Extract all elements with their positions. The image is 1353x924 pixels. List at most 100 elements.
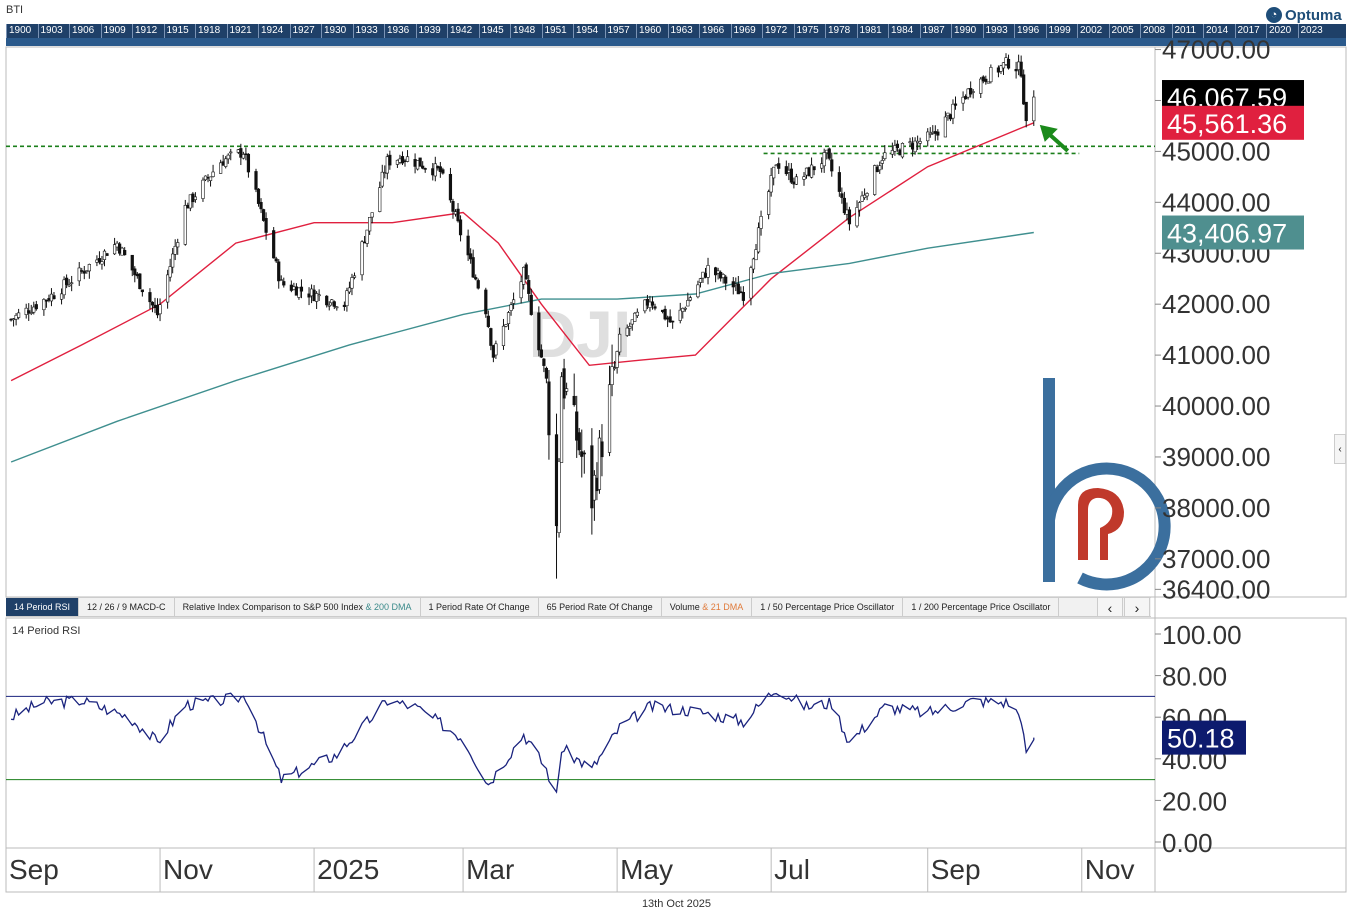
candle-body	[383, 172, 387, 174]
candle-body	[804, 167, 809, 176]
timeline-year[interactable]: 1984	[888, 24, 920, 38]
candle-body	[138, 273, 142, 290]
candle-body	[150, 301, 155, 306]
tabs-prev-button[interactable]: ‹	[1097, 597, 1123, 617]
timeline-year[interactable]: 1927	[289, 24, 322, 38]
candle-body	[969, 88, 973, 95]
timeline-year[interactable]: 1963	[667, 24, 700, 38]
timeline-year[interactable]: 2017	[1234, 24, 1267, 38]
candle-body	[416, 160, 420, 170]
indicator-tab[interactable]: 65 Period Rate Of Change	[539, 598, 662, 616]
price-tick-label: 45000.00	[1162, 136, 1270, 166]
candle-body	[557, 461, 561, 533]
timeline-year[interactable]: 1900	[6, 24, 38, 38]
timeline-year[interactable]: 1951	[541, 24, 574, 38]
timeline-year[interactable]: 2020	[1266, 24, 1298, 38]
timeline-year[interactable]: 1942	[447, 24, 479, 38]
candle-body	[327, 304, 331, 307]
rsi-panel[interactable]	[5, 617, 1347, 849]
candle-body	[1019, 61, 1023, 77]
price-tick-label: 44000.00	[1162, 187, 1270, 217]
candle-body	[431, 168, 435, 176]
timeline-year[interactable]: 1996	[1014, 24, 1046, 38]
date-tick-label: 2025	[317, 854, 379, 885]
date-axis-panel[interactable]	[5, 847, 1347, 893]
candle-body	[648, 301, 652, 308]
candle-body	[14, 314, 18, 320]
timeline-year[interactable]: 1948	[510, 24, 542, 38]
timeline-year[interactable]: 1939	[415, 24, 448, 38]
timeline-year[interactable]: 1990	[951, 24, 983, 38]
candle-body	[272, 230, 276, 259]
timeline-year[interactable]: 1969	[730, 24, 763, 38]
timeline-year[interactable]: 1909	[100, 24, 133, 38]
side-panel-toggle[interactable]: ‹	[1334, 434, 1346, 464]
timeline-year[interactable]: 1930	[321, 24, 353, 38]
candle-body	[1004, 57, 1008, 65]
candle-body	[191, 193, 195, 203]
timeline-year[interactable]: 2011	[1171, 24, 1204, 38]
candle-body	[519, 281, 523, 299]
timeline-year[interactable]: 2014	[1203, 24, 1235, 38]
candle-body	[491, 345, 495, 358]
timeline-year[interactable]: 1957	[604, 24, 637, 38]
indicator-tab[interactable]: Volume & 21 DMA	[662, 598, 753, 616]
indicator-tab[interactable]: 1 Period Rate Of Change	[421, 598, 539, 616]
date-tick-label: Nov	[163, 854, 213, 885]
timeline-year[interactable]: 2023	[1297, 24, 1330, 38]
indicator-tab[interactable]: 1 / 50 Percentage Price Oscillator	[752, 598, 904, 616]
candle-body	[388, 154, 392, 166]
timeline-year[interactable]: 1933	[352, 24, 385, 38]
timeline-year[interactable]: 1987	[919, 24, 952, 38]
timeline-year[interactable]: 1960	[636, 24, 668, 38]
candle-body	[951, 103, 955, 119]
indicator-tab[interactable]: Relative Index Comparison to S&P 500 Ind…	[175, 598, 421, 616]
indicator-tab[interactable]: 14 Period RSI	[6, 598, 80, 616]
candle-body	[769, 175, 773, 193]
candle-body	[618, 333, 622, 353]
candle-body	[812, 166, 816, 171]
candle-body	[264, 218, 268, 233]
timeline-year[interactable]: 1915	[163, 24, 196, 38]
timeline-year[interactable]: 1921	[226, 24, 259, 38]
candle-body	[441, 169, 445, 174]
candle-body	[612, 367, 617, 369]
candle-body	[183, 205, 187, 245]
timeline-year[interactable]: 1936	[384, 24, 416, 38]
timeline-year[interactable]: 1978	[825, 24, 857, 38]
candle-body	[458, 219, 463, 236]
timeline-year[interactable]: 1906	[69, 24, 101, 38]
history-timeline[interactable]: 1900 1903 1906 1909 1912 1915 1918 1921 1924 1927…	[6, 24, 1346, 46]
timeline-year[interactable]: 1999	[1045, 24, 1078, 38]
price-candles	[9, 53, 1036, 579]
timeline-year[interactable]: 1918	[195, 24, 227, 38]
tabs-next-button[interactable]: ›	[1124, 597, 1150, 617]
timeline-year[interactable]: 1993	[982, 24, 1015, 38]
candle-body	[413, 159, 417, 167]
timeline-year[interactable]: 2008	[1140, 24, 1172, 38]
timeline-year[interactable]: 1972	[762, 24, 794, 38]
price-panel[interactable]	[5, 46, 1347, 598]
indicator-tab[interactable]: 1 / 200 Percentage Price Oscillator	[903, 598, 1060, 616]
timeline-year[interactable]: 1903	[37, 24, 70, 38]
timeline-year[interactable]: 1945	[478, 24, 511, 38]
candle-body	[756, 227, 761, 253]
candle-body	[809, 164, 814, 178]
chevron-left-icon: ‹	[1107, 600, 1113, 616]
candle-body	[423, 168, 427, 170]
timeline-year[interactable]: 1966	[699, 24, 731, 38]
timeline-year[interactable]: 1924	[258, 24, 290, 38]
timeline-year[interactable]: 1912	[132, 24, 164, 38]
candle-body	[524, 264, 528, 280]
candle-body	[261, 209, 266, 221]
indicator-tab[interactable]: 12 / 26 / 9 MACD-C	[79, 598, 175, 616]
timeline-year[interactable]: 2005	[1108, 24, 1141, 38]
timeline-year[interactable]: 2002	[1077, 24, 1109, 38]
rsi-last-value-tag	[1162, 720, 1246, 755]
timeline-year[interactable]: 1954	[573, 24, 605, 38]
timeline-year[interactable]: 1975	[793, 24, 826, 38]
candle-body	[751, 258, 756, 270]
candle-body	[953, 103, 958, 106]
timeline-year[interactable]: 1981	[856, 24, 889, 38]
